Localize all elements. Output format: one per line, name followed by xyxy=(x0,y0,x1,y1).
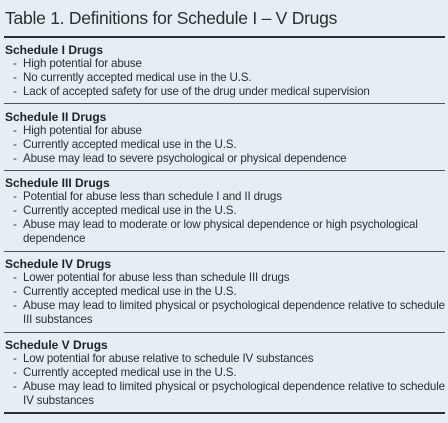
schedule-heading: Schedule III Drugs xyxy=(5,176,110,190)
criterion-item: - Potential for abuse less than schedule … xyxy=(13,190,282,203)
schedule-section-3: Schedule III Drugs - Potential for abuse … xyxy=(5,176,445,246)
criterion-item: - Abuse may lead to moderate or low physi… xyxy=(13,218,418,245)
title-rule xyxy=(4,36,445,38)
criterion-item: - Abuse may lead to severe psychological … xyxy=(13,152,347,165)
section-divider xyxy=(4,170,445,171)
schedule-section-2: Schedule II Drugs - High potential for ab… xyxy=(5,110,445,166)
criterion-item: - High potential for abuse xyxy=(13,124,142,137)
criterion-item: - Abuse may lead to limited physical or p… xyxy=(13,380,445,407)
schedule-section-1: Schedule I Drugs - High potential for abu… xyxy=(5,43,445,99)
criterion-item: - High potential for abuse xyxy=(13,57,142,70)
criterion-item: - Lack of accepted safety for use of the … xyxy=(13,85,370,98)
schedule-section-4: Schedule IV Drugs - Lower potential for a… xyxy=(5,257,445,327)
criteria-list: - High potential for abuse - Currently acc… xyxy=(5,124,445,166)
criterion-item: - Currently accepted medical use in the U… xyxy=(13,285,237,298)
criteria-list: - Low potential for abuse relative to sch… xyxy=(5,352,445,408)
criterion-item: - No currently accepted medical use in th… xyxy=(13,71,252,84)
schedule-heading: Schedule V Drugs xyxy=(5,338,108,352)
criterion-item: - Low potential for abuse relative to sch… xyxy=(13,352,314,365)
criterion-item: - Abuse may lead to limited physical or p… xyxy=(13,299,445,326)
criterion-item: - Lower potential for abuse less than sch… xyxy=(13,271,290,284)
criteria-list: - High potential for abuse - No currently … xyxy=(5,57,445,99)
criteria-list: - Lower potential for abuse less than sch… xyxy=(5,271,445,327)
table-bottom-rule xyxy=(4,412,445,414)
criteria-list: - Potential for abuse less than schedule … xyxy=(5,190,445,246)
section-divider xyxy=(4,103,445,104)
section-divider xyxy=(4,251,445,252)
schedule-section-5: Schedule V Drugs - Low potential for abus… xyxy=(5,338,445,408)
schedule-heading: Schedule I Drugs xyxy=(5,43,104,57)
criterion-item: - Currently accepted medical use in the U… xyxy=(13,366,237,379)
section-divider xyxy=(4,332,445,333)
criterion-item: - Currently accepted medical use in the U… xyxy=(13,204,237,217)
schedule-heading: Schedule IV Drugs xyxy=(5,257,112,271)
page-title: Table 1. Definitions for Schedule I – V … xyxy=(5,8,338,28)
criterion-item: - Currently accepted medical use in the U… xyxy=(13,138,237,151)
schedule-heading: Schedule II Drugs xyxy=(5,110,107,124)
